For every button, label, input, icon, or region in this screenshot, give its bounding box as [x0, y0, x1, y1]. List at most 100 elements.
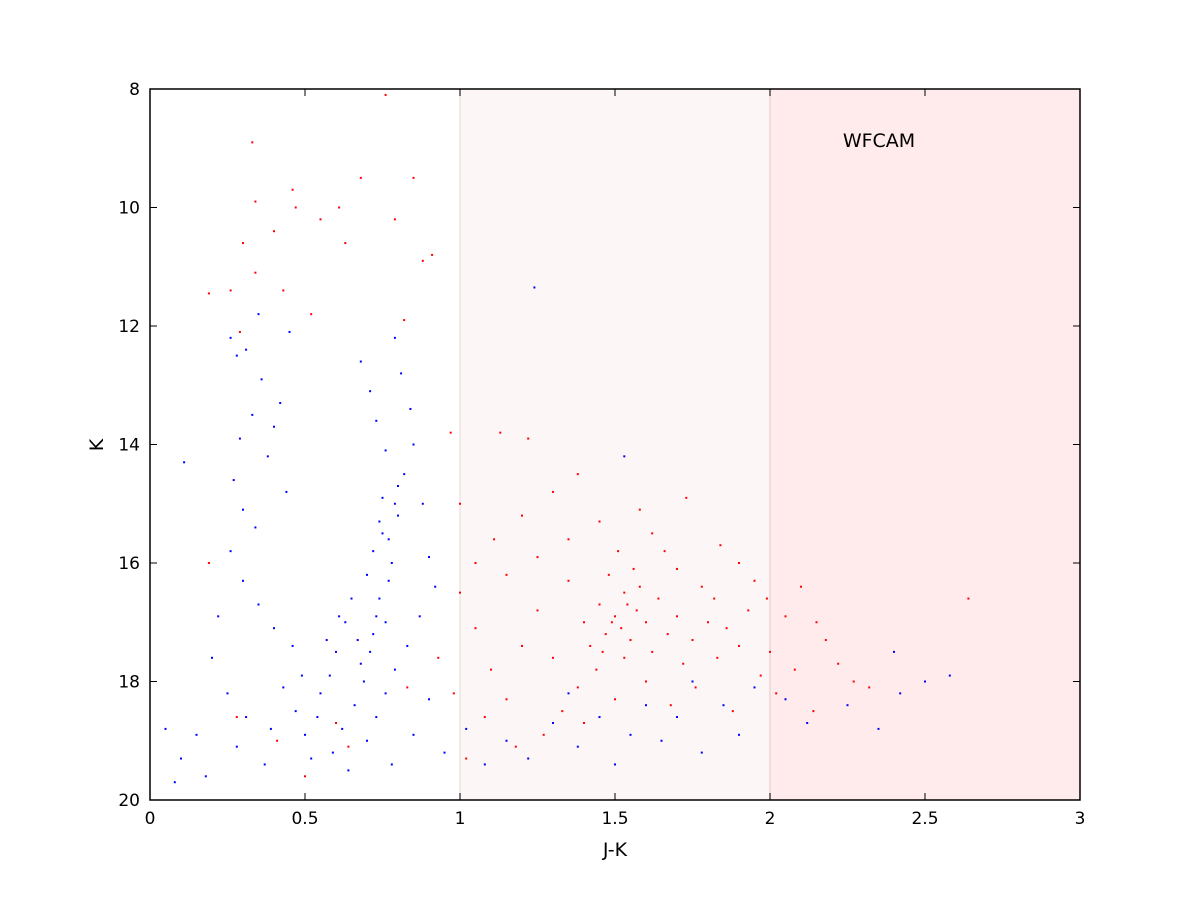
data-point-blue: [369, 390, 372, 393]
data-point-blue: [806, 721, 809, 724]
data-point-blue: [375, 419, 378, 422]
data-point-blue: [722, 704, 725, 707]
data-point-red: [623, 591, 626, 594]
data-point-blue: [232, 479, 235, 482]
data-point-red: [632, 567, 635, 570]
x-tick-label: 2: [765, 809, 776, 829]
data-point-red: [645, 621, 647, 624]
data-point-red: [815, 621, 818, 624]
y-tick-label: 16: [118, 554, 140, 574]
data-point-red: [716, 656, 719, 659]
data-point-red: [868, 686, 871, 689]
data-point-blue: [282, 686, 285, 689]
data-point-blue: [412, 733, 415, 736]
data-point-red: [338, 206, 341, 209]
data-point-blue: [291, 644, 294, 647]
data-point-red: [421, 259, 424, 262]
data-point-red: [676, 567, 678, 570]
data-point-blue: [390, 763, 393, 766]
data-point-red: [765, 597, 768, 600]
data-point-red: [310, 313, 313, 316]
data-point-red: [459, 502, 461, 505]
data-point-blue: [483, 763, 486, 766]
data-point-blue: [384, 692, 387, 695]
data-point-red: [359, 176, 362, 179]
data-point-red: [638, 585, 641, 588]
data-point-red: [682, 662, 685, 665]
data-point-red: [691, 639, 694, 642]
data-point-blue: [257, 313, 260, 316]
data-point-blue: [576, 745, 579, 748]
data-point-red: [304, 775, 306, 778]
data-point-red: [499, 431, 502, 434]
data-point-blue: [899, 692, 902, 695]
data-point-red: [235, 716, 238, 719]
data-point-red: [589, 644, 592, 647]
data-point-blue: [387, 538, 390, 541]
data-point-blue: [645, 704, 647, 707]
data-point-red: [623, 656, 626, 659]
data-point-blue: [211, 656, 213, 659]
data-point-red: [738, 562, 740, 564]
data-point-blue: [235, 745, 238, 748]
data-point-red: [474, 562, 477, 564]
data-point-red: [747, 609, 750, 612]
data-point-red: [403, 319, 406, 322]
data-point-red: [663, 550, 666, 553]
data-point-blue: [403, 473, 406, 476]
data-point-red: [291, 188, 294, 191]
data-point-red: [521, 514, 523, 517]
data-point-blue: [285, 490, 288, 493]
x-tick-label: 1: [455, 809, 466, 829]
data-point-red: [837, 662, 840, 665]
data-point-blue: [418, 615, 421, 618]
data-point-red: [536, 556, 539, 559]
data-point-blue: [279, 402, 282, 405]
data-point-red: [576, 473, 579, 476]
data-point-blue: [691, 680, 694, 683]
data-point-red: [561, 710, 564, 713]
data-point-blue: [229, 550, 232, 553]
data-point-blue: [434, 585, 437, 588]
data-point-blue: [381, 532, 384, 535]
data-point-red: [657, 597, 660, 600]
data-point-blue: [384, 621, 387, 624]
x-axis-label: J-K: [602, 839, 628, 861]
data-point-red: [824, 639, 827, 642]
data-point-blue: [378, 520, 381, 523]
data-point-red: [610, 621, 613, 624]
data-point-blue: [263, 763, 266, 766]
data-point-red: [406, 686, 409, 689]
data-point-red: [800, 585, 802, 588]
data-point-blue: [366, 573, 368, 576]
data-point-red: [812, 710, 815, 713]
data-point-red: [651, 650, 654, 653]
data-point-red: [617, 550, 620, 553]
data-point-red: [651, 532, 654, 535]
data-point-blue: [623, 455, 626, 458]
data-point-blue: [428, 556, 430, 559]
data-point-red: [614, 615, 616, 618]
data-point-red: [601, 650, 604, 653]
data-point-red: [552, 490, 554, 493]
data-point-blue: [316, 716, 319, 719]
data-point-red: [207, 562, 210, 564]
data-point-blue: [304, 733, 306, 736]
data-point-red: [719, 544, 722, 547]
data-point-blue: [393, 668, 396, 671]
data-point-red: [598, 520, 601, 523]
data-point-blue: [294, 710, 297, 713]
data-point-red: [384, 93, 387, 96]
data-point-blue: [397, 484, 399, 487]
data-point-red: [635, 609, 638, 612]
data-point-red: [412, 176, 415, 179]
data-point-red: [254, 200, 257, 203]
data-point-red: [694, 686, 697, 689]
data-point-red: [793, 668, 796, 671]
data-point-blue: [614, 763, 616, 766]
data-point-blue: [359, 360, 362, 363]
data-point-red: [393, 218, 396, 221]
data-point-blue: [443, 751, 446, 754]
data-point-blue: [846, 704, 849, 707]
data-point-blue: [567, 692, 570, 695]
